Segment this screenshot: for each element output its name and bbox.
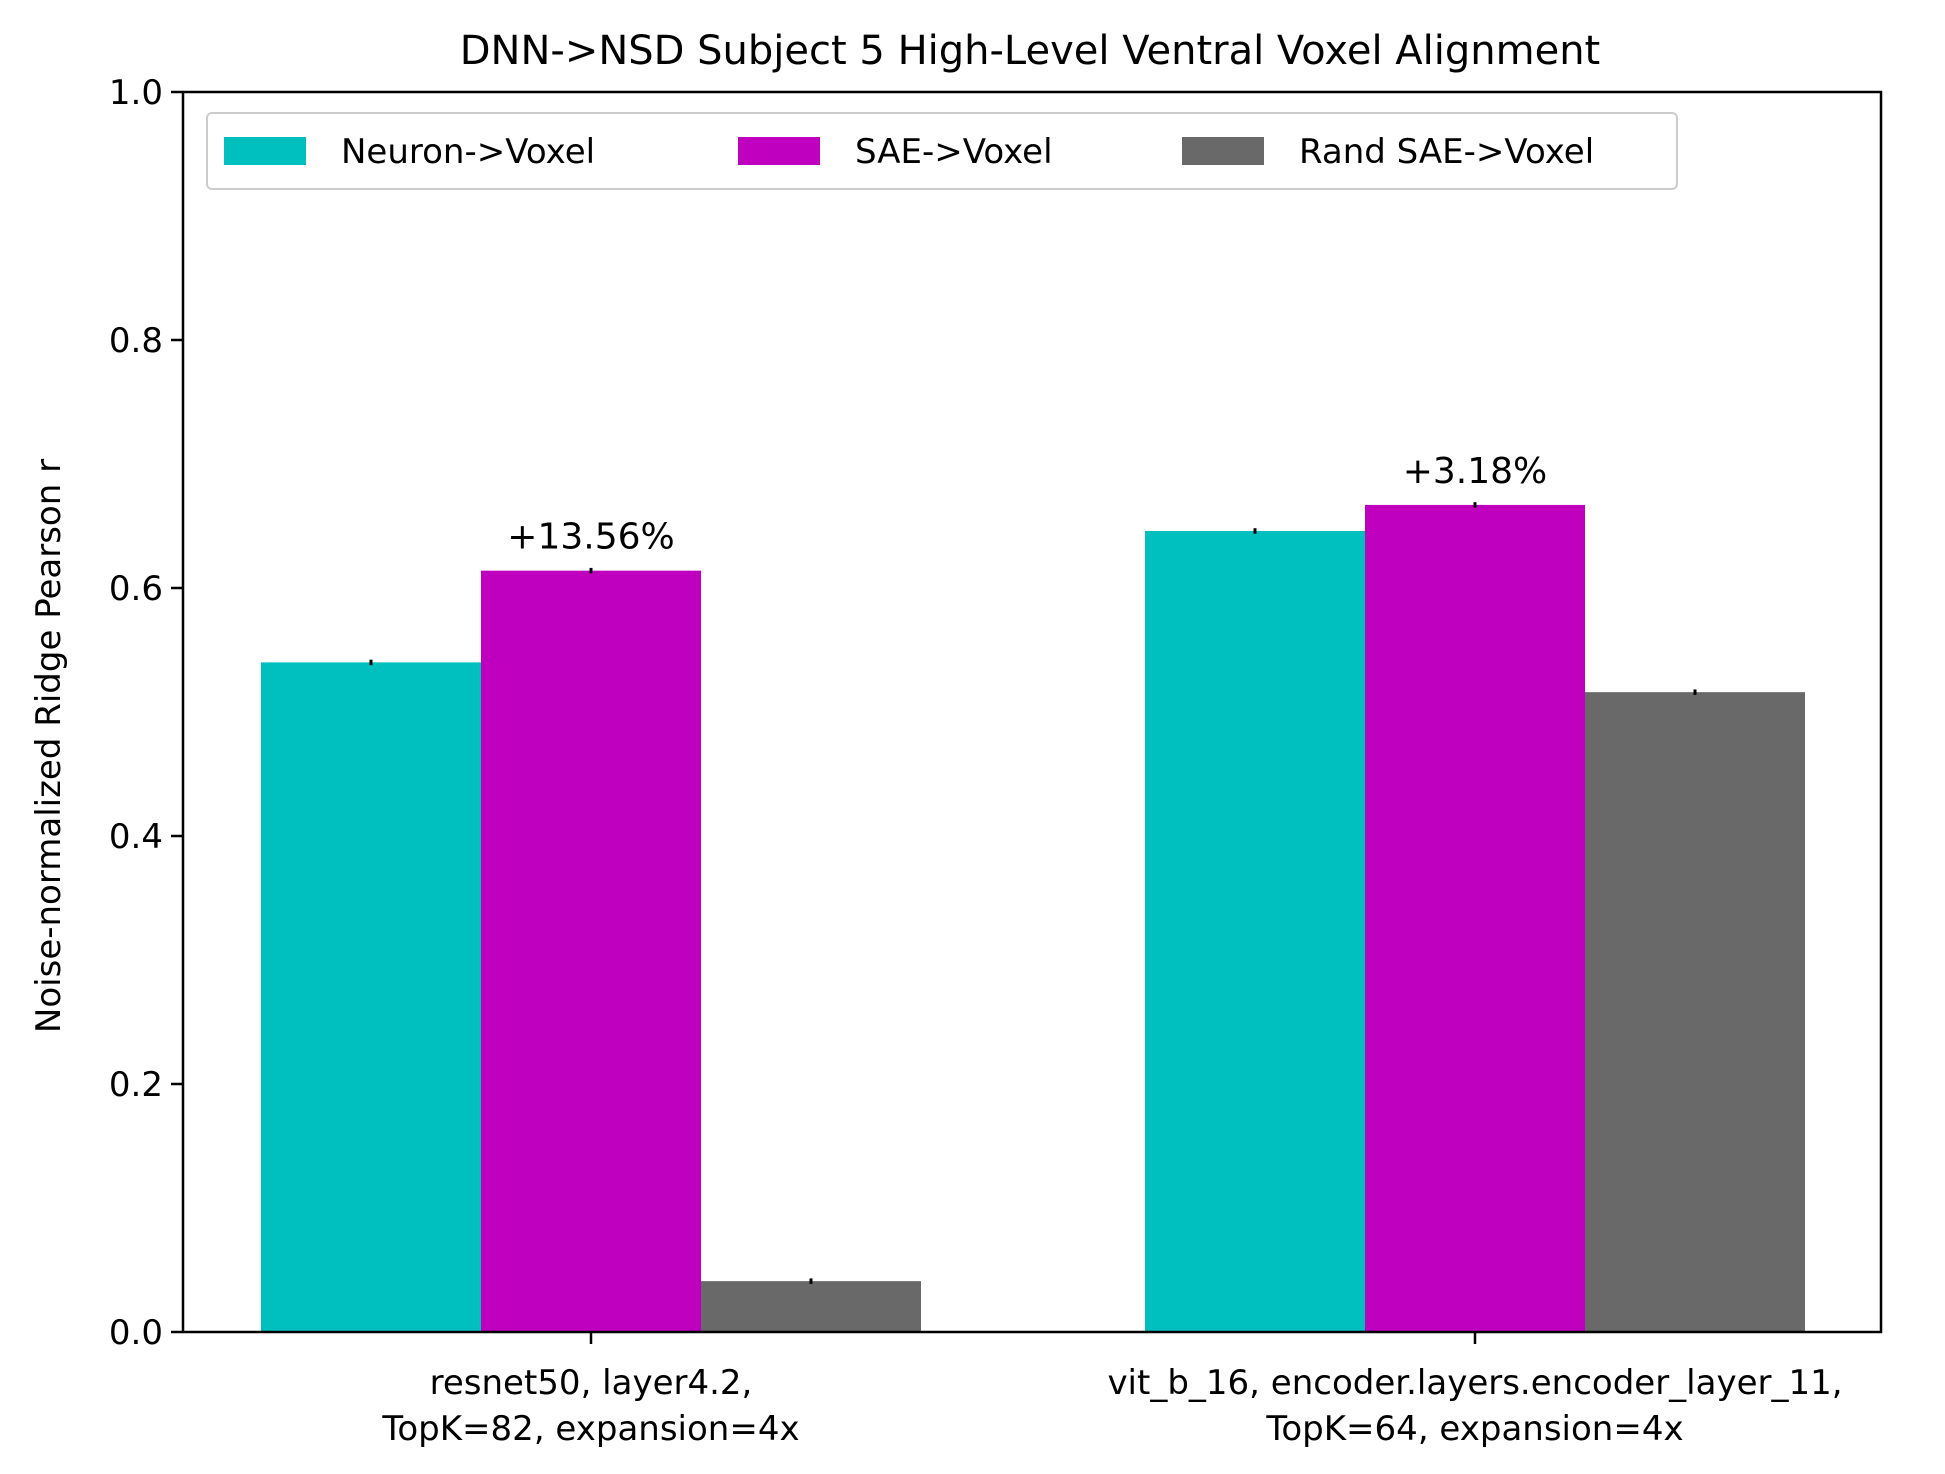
chart-title: DNN->NSD Subject 5 High-Level Ventral Vo… <box>460 28 1601 74</box>
x-axis: resnet50, layer4.2, TopK=82, expansion=4x… <box>381 1332 1843 1449</box>
bar-2-0 <box>701 1281 921 1332</box>
y-axis: 0.0 0.2 0.4 0.6 0.8 1.0 <box>109 73 183 1353</box>
legend-label-2: Rand SAE->Voxel <box>1299 132 1594 172</box>
legend: Neuron->Voxel SAE->Voxel Rand SAE->Voxel <box>206 112 1678 190</box>
bar-1-0 <box>481 570 701 1332</box>
bar-0-0 <box>261 662 481 1332</box>
legend-frame <box>206 112 1678 190</box>
bar-1-1 <box>1365 504 1585 1332</box>
legend-swatch-1 <box>738 137 820 165</box>
y-tick-label-0: 0.0 <box>109 1313 163 1353</box>
y-tick-label-1: 0.2 <box>109 1065 163 1105</box>
legend-label-0: Neuron->Voxel <box>341 132 595 172</box>
legend-label-1: SAE->Voxel <box>855 132 1053 172</box>
legend-swatch-0 <box>224 137 306 165</box>
annotations-group: +13.56% +3.18% <box>507 451 1547 558</box>
annotation-label-0: +13.56% <box>507 517 674 558</box>
bar-0-1 <box>1145 530 1365 1332</box>
bar-2-1 <box>1585 692 1805 1332</box>
legend-swatch-2 <box>1182 137 1264 165</box>
y-tick-label-2: 0.4 <box>109 817 163 857</box>
y-axis-label: Noise-normalized Ridge Pearson r <box>29 459 69 1033</box>
plot-frame <box>181 90 1883 1334</box>
bars-group <box>261 504 1805 1332</box>
y-tick-label-5: 1.0 <box>109 73 163 113</box>
x-tick-label-0-0: resnet50, layer4.2, <box>430 1363 753 1403</box>
x-tick-label-1-0: vit_b_16, encoder.layers.encoder_layer_1… <box>1107 1363 1842 1403</box>
y-tick-label-3: 0.6 <box>109 569 163 609</box>
x-tick-label-1-1: TopK=64, expansion=4x <box>1265 1409 1683 1449</box>
x-tick-label-0-1: TopK=82, expansion=4x <box>381 1409 799 1449</box>
errorbars-group <box>369 502 1697 1284</box>
y-tick-label-4: 0.8 <box>109 321 163 361</box>
annotation-label-1: +3.18% <box>1403 451 1548 492</box>
